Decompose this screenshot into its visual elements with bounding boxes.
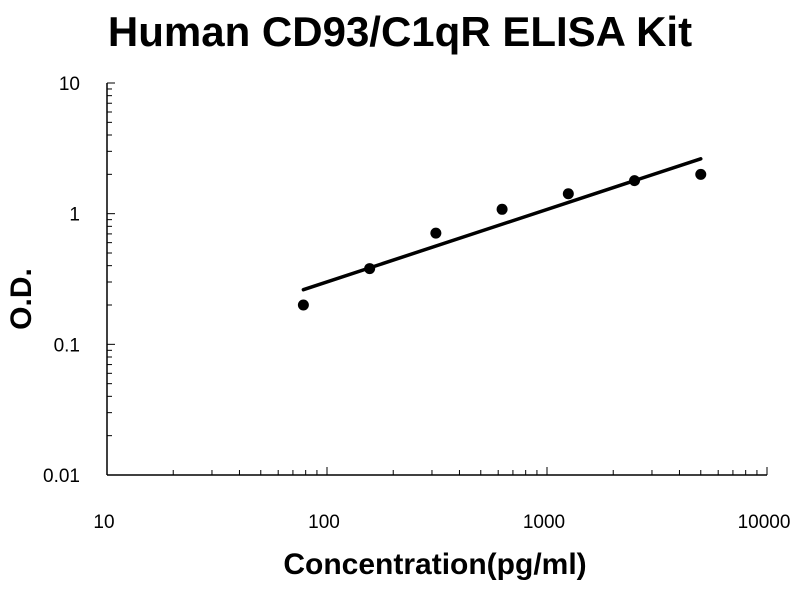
data-point	[364, 263, 376, 275]
data-point	[562, 188, 574, 200]
data-point	[297, 299, 309, 311]
data-point	[629, 175, 641, 187]
y-tick-label: 10	[59, 74, 80, 95]
data-point	[496, 203, 508, 215]
x-axis-label: Concentration(pg/ml)	[283, 548, 587, 581]
chart-title: Human CD93/C1qR ELISA Kit	[107, 8, 693, 55]
y-tick-label: 1	[69, 205, 80, 226]
x-tick-label: 1000	[523, 512, 565, 533]
y-tick-label: 0.01	[43, 466, 80, 487]
data-point	[430, 227, 442, 239]
y-tick-label: 0.1	[54, 335, 80, 356]
data-point	[695, 168, 707, 180]
x-tick-label: 100	[308, 512, 340, 533]
x-tick-label: 10000	[738, 512, 791, 533]
trend-line	[301, 157, 703, 292]
x-tick-label: 10	[93, 512, 114, 533]
